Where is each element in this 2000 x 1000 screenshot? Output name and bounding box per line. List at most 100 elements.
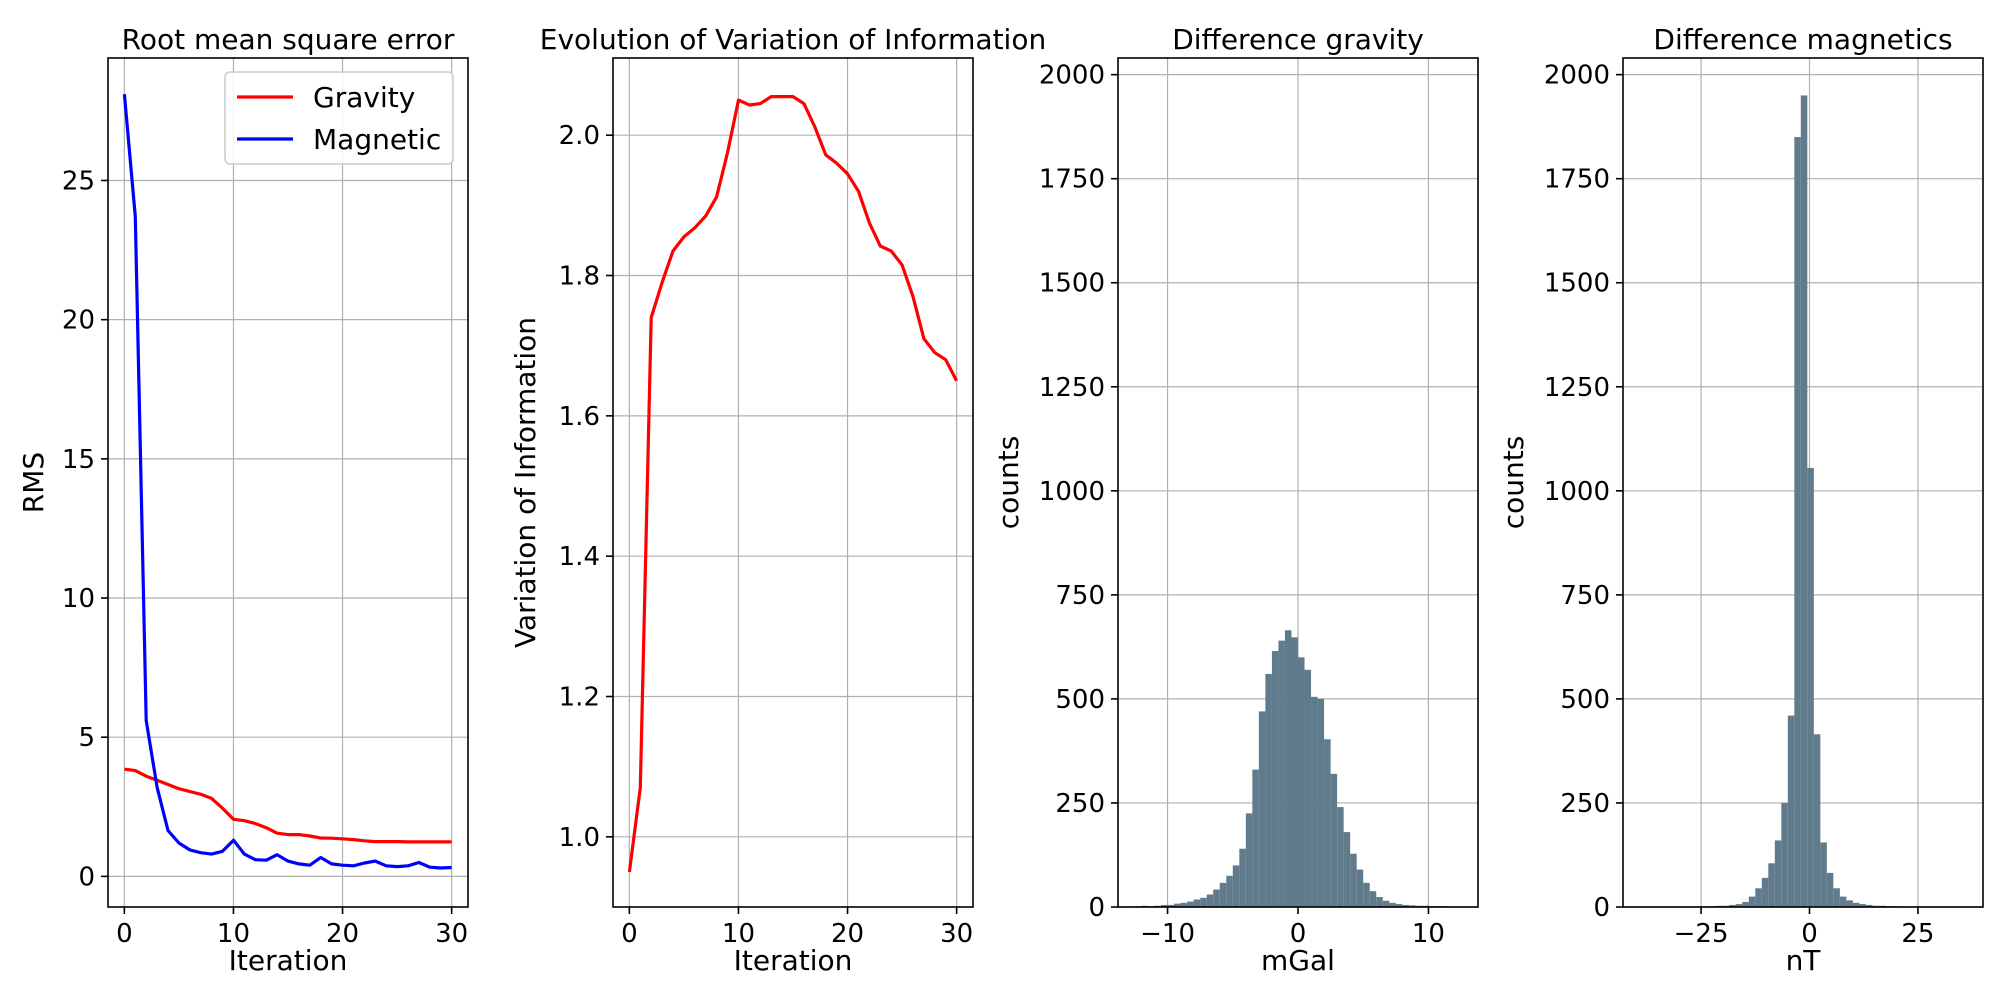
histogram-bar xyxy=(1735,904,1743,907)
histogram-bar xyxy=(1330,773,1338,907)
legend-label-gravity: Gravity xyxy=(313,81,415,114)
x-tick-label: 30 xyxy=(435,919,468,949)
histogram-bar xyxy=(1284,630,1292,907)
histogram-bar xyxy=(1252,769,1259,907)
y-tick-label: 1.2 xyxy=(559,683,600,713)
gravity-histogram-panel: −10 0 10 0 250 500 750 1000 1250 1500 1750 2000 Diff… xyxy=(992,23,1479,977)
y-tick-label: 1500 xyxy=(1544,269,1610,299)
histogram-bar xyxy=(1213,889,1220,907)
y-tick-label: 750 xyxy=(1560,581,1610,611)
histogram-bar xyxy=(1226,875,1233,907)
histogram-bar xyxy=(1324,739,1331,907)
histogram-bar xyxy=(1408,905,1416,907)
y-tick-label: 1500 xyxy=(1039,269,1105,299)
y-axis-label: counts xyxy=(992,436,1025,530)
plot-area xyxy=(1696,95,1925,907)
histogram-bar xyxy=(1219,882,1227,907)
y-tick-label: 0 xyxy=(78,862,95,892)
histogram-bar xyxy=(1813,734,1821,907)
magnetics-histogram-panel: −25 0 25025050075010001250150017502000Diff… xyxy=(1497,23,1984,977)
y-tick-label: 10 xyxy=(62,584,95,614)
histogram-bar xyxy=(1245,813,1253,907)
y-tick-label: 1.0 xyxy=(559,823,600,853)
x-tick-label: −10 xyxy=(1140,919,1195,949)
y-tick-label: 500 xyxy=(1560,685,1610,715)
x-tick-label: 10 xyxy=(722,919,755,949)
chart-title: Root mean square error xyxy=(122,23,455,56)
y-tick-label: 1000 xyxy=(1039,477,1105,507)
y-tick-label: 500 xyxy=(1055,685,1105,715)
y-tick-label: 1.6 xyxy=(559,402,600,432)
x-tick-label: 0 xyxy=(621,919,638,949)
histogram-bar xyxy=(1271,651,1279,907)
chart-title: Difference magnetics xyxy=(1653,23,1952,56)
histogram-bar xyxy=(1180,902,1188,907)
histogram-bar xyxy=(1833,888,1840,907)
histogram-bar xyxy=(1369,891,1377,907)
histogram-bar xyxy=(1774,840,1782,907)
x-tick-label: 20 xyxy=(326,919,359,949)
histogram-bar xyxy=(1729,904,1736,907)
plot-frame xyxy=(1622,57,1984,908)
histogram-bar xyxy=(1291,637,1298,907)
histogram-bar xyxy=(1382,900,1390,907)
x-tick-label: 25 xyxy=(1901,919,1934,949)
vi-series-line xyxy=(627,94,959,873)
plot-area xyxy=(122,94,452,870)
y-tick-label: 2000 xyxy=(1544,61,1610,91)
histogram-bar xyxy=(1206,894,1214,907)
histogram-bar xyxy=(1376,897,1383,907)
histogram-bar xyxy=(1317,698,1325,907)
gravity-series-line xyxy=(124,767,452,844)
x-axis-label: nT xyxy=(1786,944,1822,977)
x-axis-label: Iteration xyxy=(229,944,348,977)
histogram-bar xyxy=(1187,901,1194,907)
histogram-bar xyxy=(1794,137,1801,907)
histogram-bar xyxy=(1820,842,1827,907)
histogram-bar xyxy=(1389,902,1396,907)
y-tick-label: 1000 xyxy=(1544,477,1610,507)
histogram-bar xyxy=(1278,640,1285,907)
legend: Gravity Magnetic xyxy=(224,71,454,165)
histogram-bar xyxy=(1787,715,1795,907)
histogram-bar xyxy=(1395,904,1403,907)
histogram-bar xyxy=(1761,877,1769,907)
y-tick-label: 2000 xyxy=(1039,61,1105,91)
histogram-bar xyxy=(1755,888,1762,907)
y-tick-label: 20 xyxy=(62,306,95,336)
legend-box xyxy=(224,71,454,165)
histogram-bar xyxy=(1161,904,1168,907)
histogram-bar xyxy=(1768,863,1775,907)
histogram-bar xyxy=(1807,467,1814,907)
x-tick-label: 10 xyxy=(217,919,250,949)
x-tick-label: 0 xyxy=(1290,919,1307,949)
y-tick-label: 1250 xyxy=(1544,373,1610,403)
plot-area xyxy=(627,94,959,873)
histogram-bar xyxy=(1337,807,1344,907)
rms-panel: 0 10 20 30 0 5 10 15 20 25 Root mean square error I… xyxy=(17,23,469,977)
y-tick-label: 1750 xyxy=(1039,165,1105,195)
legend-label-magnetic: Magnetic xyxy=(313,123,441,156)
histogram-bar xyxy=(1826,872,1834,907)
histogram-bar xyxy=(1258,711,1266,907)
x-tick-label: 0 xyxy=(1801,919,1818,949)
histogram-bar xyxy=(1846,900,1853,907)
plot-area xyxy=(1134,630,1462,907)
x-axis-label: Iteration xyxy=(734,944,853,977)
y-tick-label: 0 xyxy=(1088,893,1105,923)
chart-title: Evolution of Variation of Information xyxy=(540,23,1046,56)
histogram-bar xyxy=(1167,904,1175,907)
histogram-bar xyxy=(1350,853,1357,907)
histogram-bar xyxy=(1304,669,1312,907)
chart-title: Difference gravity xyxy=(1172,23,1424,56)
histogram-bar xyxy=(1748,896,1756,907)
histogram-bar xyxy=(1193,899,1201,907)
y-tick-label: 0 xyxy=(1593,893,1610,923)
histogram-bar xyxy=(1363,882,1370,907)
histogram-bar xyxy=(1839,896,1847,907)
variation-of-information-panel: 0 10 20 30 1.0 1.2 1.4 1.6 1.8 2.0 Evolution of Va… xyxy=(509,23,1046,977)
histogram-bar xyxy=(1200,897,1207,907)
y-tick-label: 5 xyxy=(78,723,95,753)
x-tick-label: 10 xyxy=(1412,919,1445,949)
